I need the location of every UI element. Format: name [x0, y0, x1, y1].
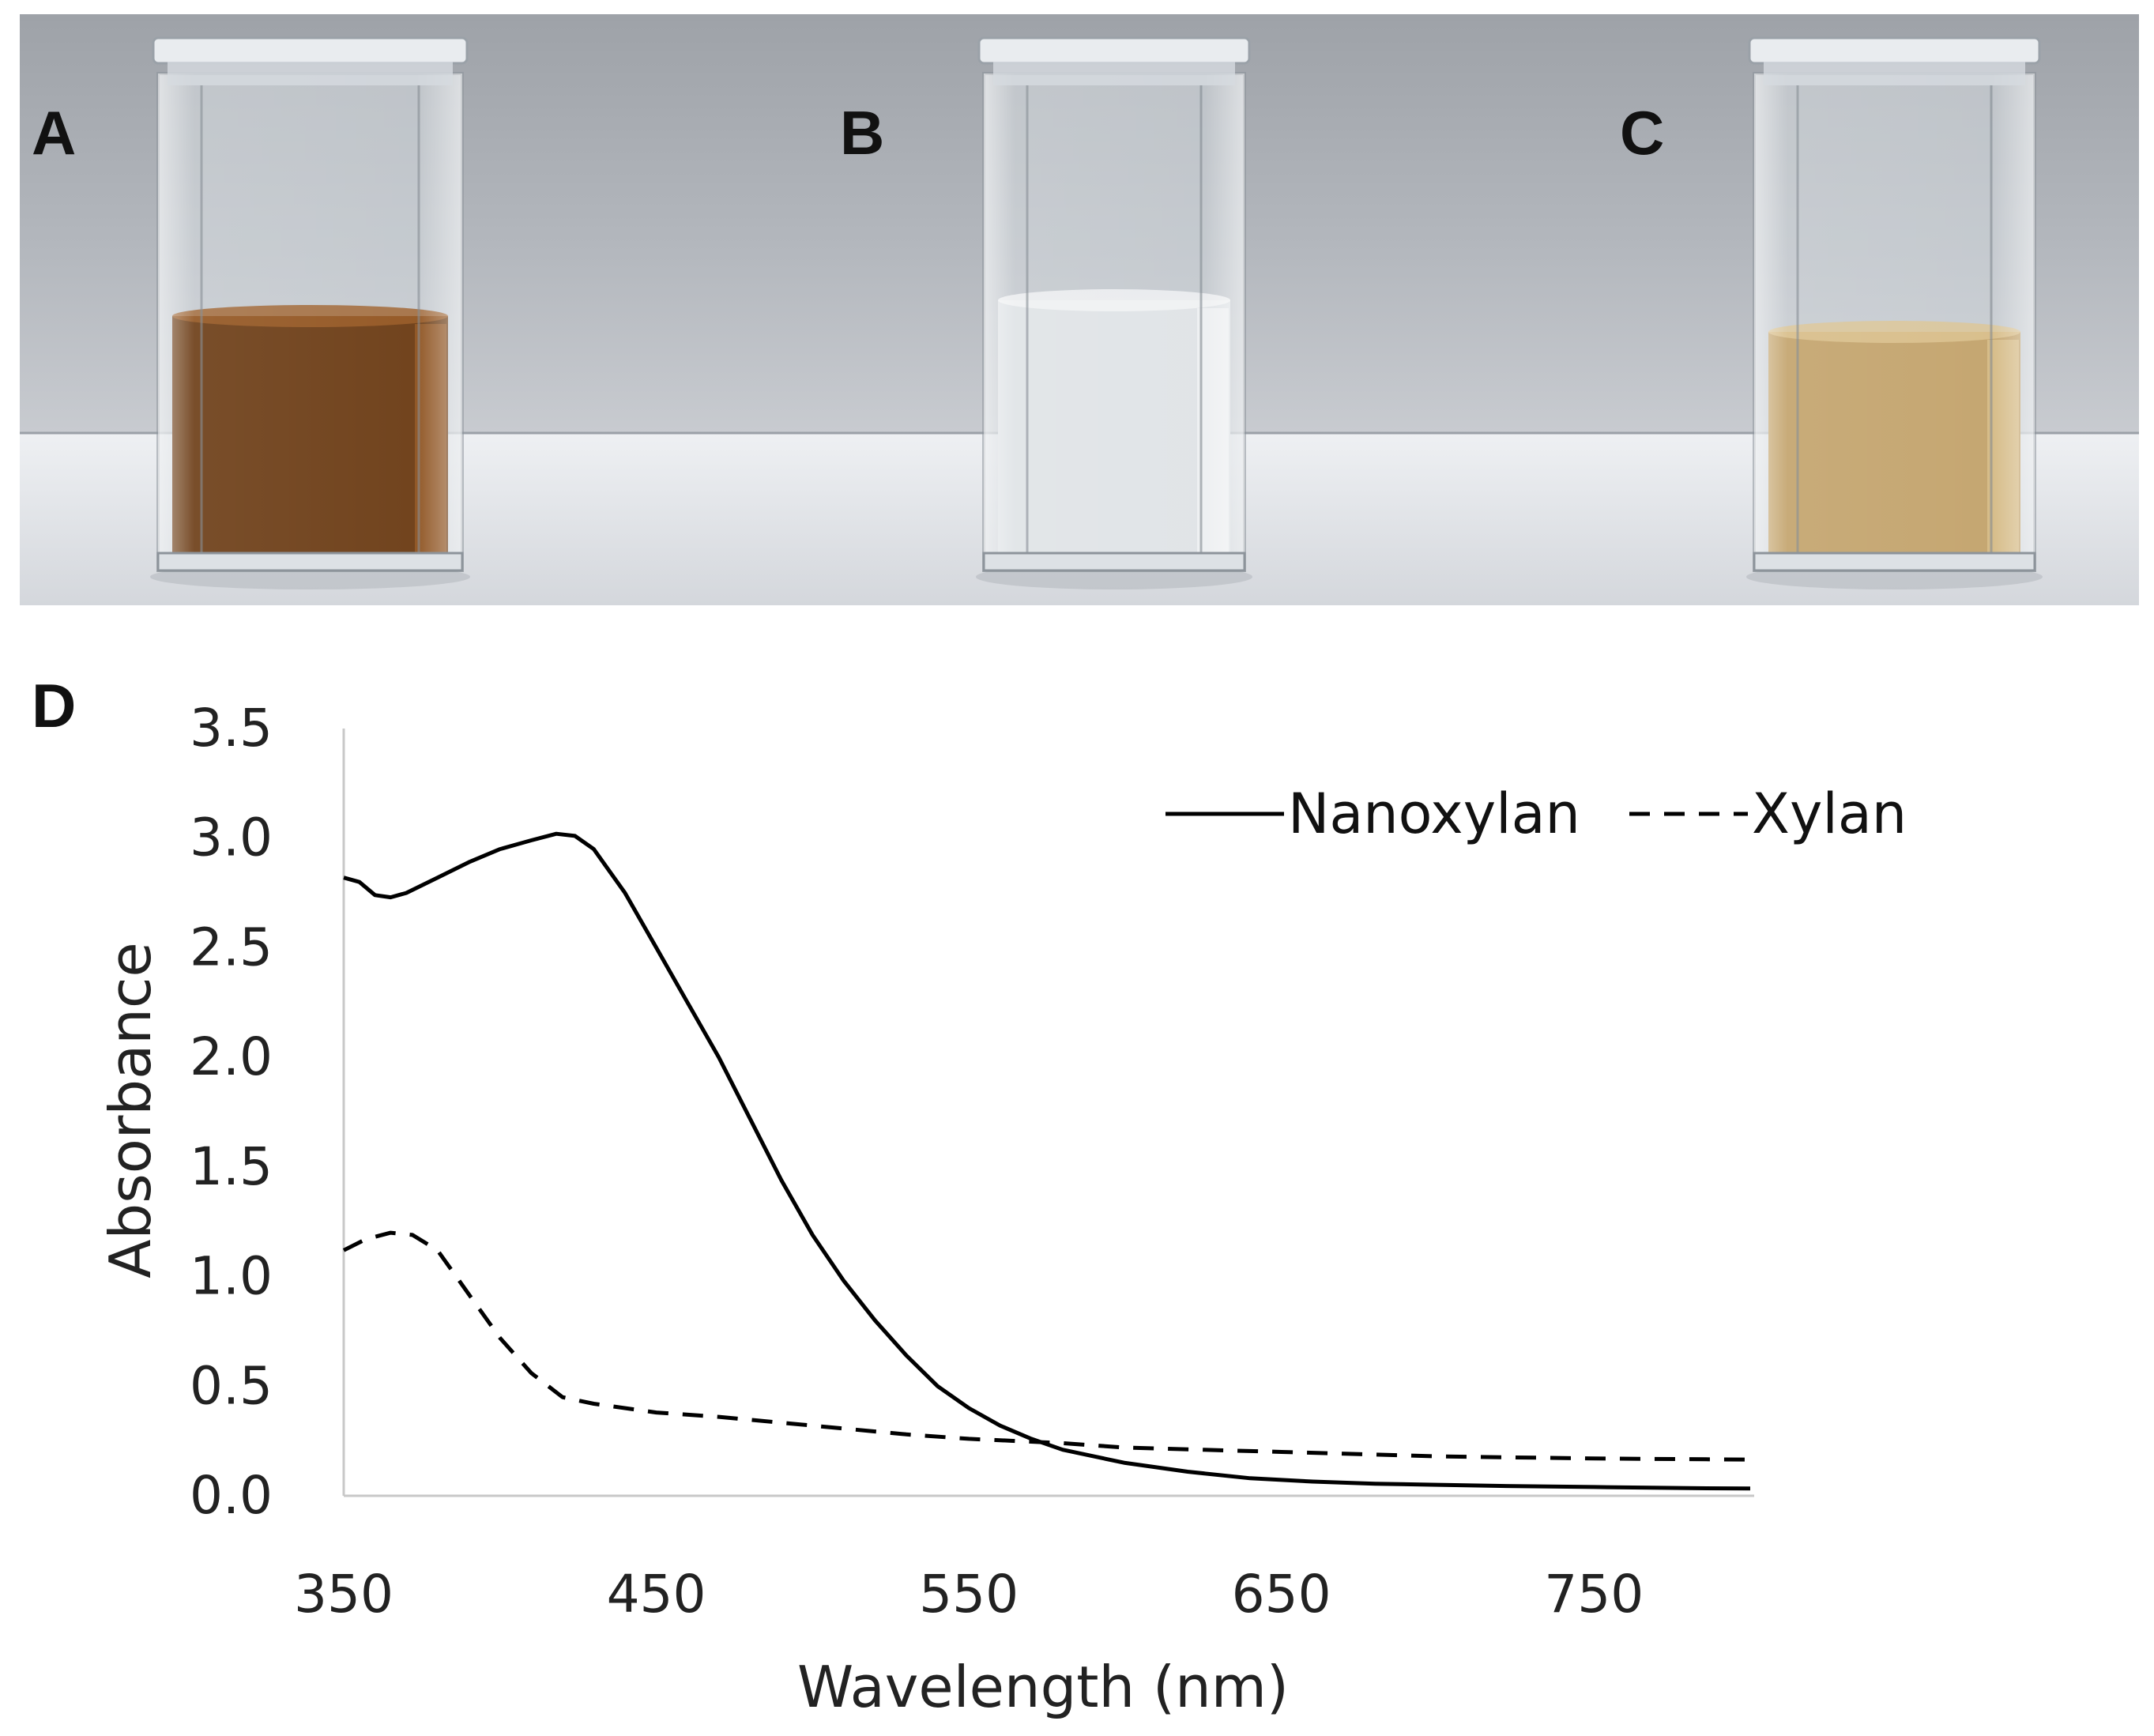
- glass-sheen: [984, 73, 1245, 571]
- chart-legend: Nanoxylan Xylan: [1165, 781, 1907, 846]
- cuvette-b: [976, 36, 1252, 589]
- cuvette-lid-plug: [993, 62, 1235, 85]
- y-tick-label: 2.0: [190, 1026, 273, 1087]
- y-tick-labels: 0.0 0.5 1.0 1.5 2.0 2.5 3.0 3.5: [190, 698, 273, 1526]
- absorbance-chart: D 0.0 0.5 1.0 1.5 2.0 2.5 3.0 3.5 350 450 550 650 7…: [32, 671, 1907, 1720]
- series-line-nanoxylan: [343, 831, 1751, 1491]
- chart-axes: [342, 729, 1754, 1497]
- cuvette-base: [156, 552, 464, 572]
- panel-label-d: D: [32, 671, 76, 740]
- legend-label-xylan: Xylan: [1752, 781, 1907, 846]
- y-tick-label: 3.0: [190, 808, 273, 868]
- cuvette-lid: [1748, 36, 2041, 65]
- y-tick-label: 0.0: [190, 1465, 273, 1526]
- y-tick-label: 2.5: [190, 917, 273, 977]
- x-tick-label: 650: [1232, 1564, 1331, 1625]
- x-tick-label: 450: [607, 1564, 706, 1625]
- legend-label-nanoxylan: Nanoxylan: [1288, 781, 1580, 846]
- cuvette-lid-plug: [1764, 62, 2025, 85]
- x-tick-label: 750: [1544, 1564, 1644, 1625]
- chart-series: [342, 831, 1751, 1491]
- y-axis-title: Absorbance: [97, 942, 164, 1278]
- cuvette-c: [1746, 36, 2043, 589]
- y-tick-label: 1.0: [190, 1246, 273, 1307]
- x-axis-title: Wavelength (nm): [797, 1654, 1289, 1720]
- y-tick-label: 1.5: [190, 1136, 273, 1197]
- y-tick-label: 0.5: [190, 1355, 273, 1416]
- cuvette-lid: [977, 36, 1251, 65]
- cuvette-base: [1753, 552, 2036, 572]
- cuvette-group: A B C: [32, 36, 2043, 589]
- x-tick-label: 550: [919, 1564, 1019, 1625]
- panel-label-a: A: [32, 98, 76, 168]
- glass-sheen: [1754, 73, 2035, 571]
- panel-label-c: C: [1620, 98, 1664, 168]
- cuvette-a: [150, 36, 470, 589]
- x-tick-label: 350: [294, 1564, 394, 1625]
- cuvette-lid-plug: [168, 62, 453, 85]
- x-tick-labels: 350 450 550 650 750: [294, 1564, 1644, 1625]
- glass-sheen: [158, 73, 462, 571]
- panel-label-b: B: [840, 98, 884, 168]
- y-tick-label: 3.5: [190, 698, 273, 759]
- cuvette-photo: A B C: [20, 14, 2139, 605]
- series-line-xylan: [342, 1230, 1751, 1462]
- cuvette-base: [982, 552, 1246, 572]
- cuvette-lid: [152, 36, 469, 65]
